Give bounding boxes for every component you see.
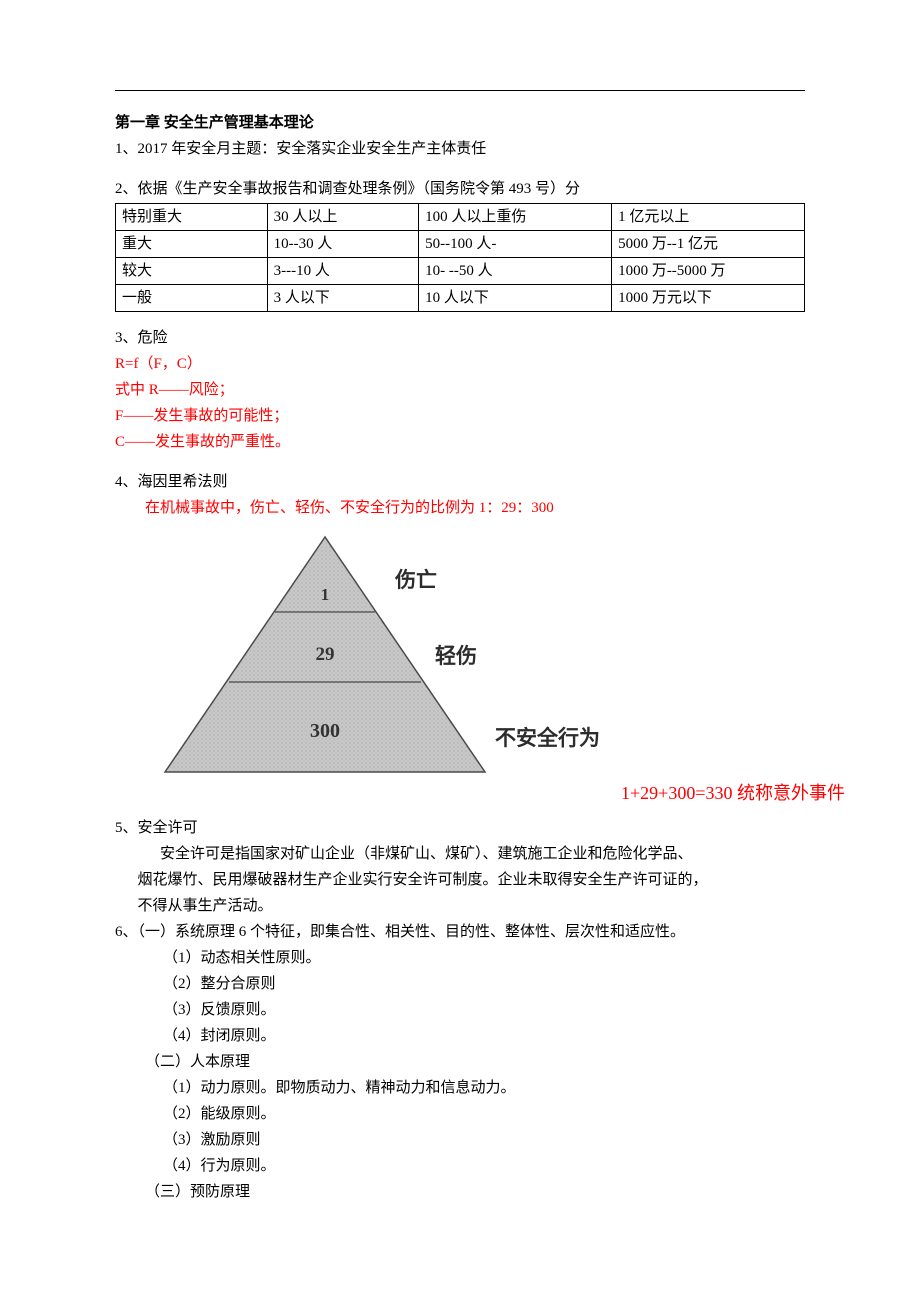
principle-c-head: （三）预防原理 xyxy=(115,1180,805,1204)
cell: 重大 xyxy=(116,231,268,258)
item-2: 2、依据《生产安全事故报告和调查处理条例》（国务院令第 493 号）分 xyxy=(115,177,805,201)
principle-b-head: （二）人本原理 xyxy=(115,1050,805,1074)
table-row: 一般 3 人以下 10 人以下 1000 万元以下 xyxy=(116,285,805,312)
pyr-val-1: 1 xyxy=(321,585,330,604)
item-5-body-1: 安全许可是指国家对矿山企业（非煤矿山、煤矿）、建筑施工企业和危险化学品、 xyxy=(115,842,805,866)
document-page: 第一章 安全生产管理基本理论 1、2017 年安全月主题：安全落实企业安全生产主… xyxy=(0,0,920,1302)
cell: 较大 xyxy=(116,258,268,285)
principle-a1: （1）动态相关性原则。 xyxy=(115,946,805,970)
risk-def-f: F——发生事故的可能性； xyxy=(115,404,805,428)
pyr-label-minor: 轻伤 xyxy=(435,640,477,674)
item-3-head: 3、危险 xyxy=(115,326,805,350)
pyr-label-fatal: 伤亡 xyxy=(395,564,437,598)
principle-a4: （4）封闭原则。 xyxy=(115,1024,805,1048)
principle-a2: （2）整分合原则 xyxy=(115,972,805,996)
pyr-val-29: 29 xyxy=(316,644,335,665)
principle-b1: （1）动力原则。即物质动力、精神动力和信息动力。 xyxy=(115,1076,805,1100)
item-4-head: 4、海因里希法则 xyxy=(115,470,805,494)
cell: 一般 xyxy=(116,285,268,312)
table-row: 较大 3---10 人 10- --50 人 1000 万--5000 万 xyxy=(116,258,805,285)
cell: 3 人以下 xyxy=(267,285,419,312)
cell: 50--100 人- xyxy=(419,231,612,258)
item-5-body-3: 不得从事生产活动。 xyxy=(115,894,805,918)
principle-b2: （2）能级原则。 xyxy=(115,1102,805,1126)
cell: 10--30 人 xyxy=(267,231,419,258)
principle-b4: （4）行为原则。 xyxy=(115,1154,805,1178)
item-1: 1、2017 年安全月主题：安全落实企业安全生产主体责任 xyxy=(115,137,805,161)
cell: 1000 万元以下 xyxy=(612,285,805,312)
item-5-body-2: 烟花爆竹、民用爆破器材生产企业实行安全许可制度。企业未取得安全生产许可证的， xyxy=(115,868,805,892)
pyr-val-300: 300 xyxy=(310,720,340,742)
chapter-title: 第一章 安全生产管理基本理论 xyxy=(115,111,805,135)
accident-classification-table: 特别重大 30 人以上 100 人以上重伤 1 亿元以上 重大 10--30 人… xyxy=(115,203,805,312)
cell: 特别重大 xyxy=(116,204,268,231)
cell: 1 亿元以上 xyxy=(612,204,805,231)
cell: 10- --50 人 xyxy=(419,258,612,285)
risk-def-c: C——发生事故的严重性。 xyxy=(115,430,805,454)
cell: 3---10 人 xyxy=(267,258,419,285)
cell: 10 人以下 xyxy=(419,285,612,312)
heinrich-ratio: 在机械事故中，伤亡、轻伤、不安全行为的比例为 1：29：300 xyxy=(115,496,805,520)
risk-def-r: 式中 R——风险； xyxy=(115,378,805,402)
principle-a3: （3）反馈原则。 xyxy=(115,998,805,1022)
cell: 100 人以上重伤 xyxy=(419,204,612,231)
table-row: 特别重大 30 人以上 100 人以上重伤 1 亿元以上 xyxy=(116,204,805,231)
pyr-label-unsafe: 不安全行为 xyxy=(495,722,600,756)
principle-b3: （3）激励原则 xyxy=(115,1128,805,1152)
heinrich-pyramid: 1 29 300 伤亡 轻伤 不安全行为 1+29+300=330 统称意外事件 xyxy=(115,522,805,802)
cell: 1000 万--5000 万 xyxy=(612,258,805,285)
pyr-sum: 1+29+300=330 统称意外事件 xyxy=(621,779,845,808)
table-row: 重大 10--30 人 50--100 人- 5000 万--1 亿元 xyxy=(116,231,805,258)
risk-formula: R=f（F，C） xyxy=(115,352,805,376)
item-6-head: 6、（一）系统原理 6 个特征，即集合性、相关性、目的性、整体性、层次性和适应性… xyxy=(115,920,805,944)
item-5-head: 5、安全许可 xyxy=(115,816,805,840)
top-rule xyxy=(115,90,805,91)
cell: 5000 万--1 亿元 xyxy=(612,231,805,258)
cell: 30 人以上 xyxy=(267,204,419,231)
